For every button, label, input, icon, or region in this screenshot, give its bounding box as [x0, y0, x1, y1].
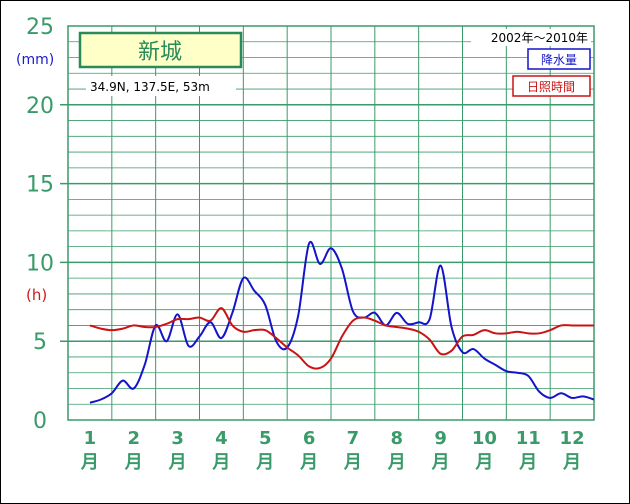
- series-line-sunshine: [89, 307, 594, 370]
- period-bg: [471, 29, 591, 46]
- legend-sunshine: 日照時間: [527, 80, 575, 94]
- location-coordinates: 34.9N, 137.5E, 53m: [90, 80, 210, 94]
- month-number-label: 7: [347, 428, 360, 449]
- month-number-label: 12: [560, 428, 585, 449]
- month-unit-label: 月: [124, 452, 143, 473]
- series-line-precipitation: [89, 240, 595, 404]
- legend-sunshine-box: [512, 75, 591, 97]
- month-unit-label: 月: [168, 452, 187, 473]
- month-number-label: 10: [472, 428, 497, 449]
- station-name: 新城: [138, 40, 182, 65]
- period-label: 2002年～2010年: [491, 31, 588, 45]
- y-tick-label: 15: [26, 173, 54, 198]
- y-axis-unit-mm: (mm): [16, 52, 54, 68]
- chart-series: [89, 240, 595, 404]
- month-number-label: 8: [390, 428, 403, 449]
- month-unit-label: 月: [299, 452, 318, 473]
- month-number-label: 4: [215, 428, 228, 449]
- legend-precipitation-box: [527, 48, 591, 70]
- x-axis-month-labels: 1 月 2 月 3 月 4 月 5 月 6 月 7 月 8 月 9 月 10 月 11 月 12 月: [80, 428, 585, 473]
- month-number-label: 11: [516, 428, 541, 449]
- y-tick-label: 10: [26, 251, 54, 276]
- month-unit-label: 月: [518, 452, 537, 473]
- month-number-label: 5: [259, 428, 272, 449]
- y-tick-label: 5: [33, 330, 47, 355]
- month-unit-label: 月: [387, 452, 406, 473]
- y-axis-tick-labels: 0 5 10 15 20 25: [26, 15, 54, 434]
- y-tick-label: 25: [26, 15, 54, 40]
- month-number-label: 6: [303, 428, 316, 449]
- month-unit-label: 月: [211, 452, 230, 473]
- legend: 降水量 日照時間: [512, 48, 591, 97]
- station-label: 新城: [78, 31, 243, 69]
- month-unit-label: 月: [255, 452, 274, 473]
- month-unit-label: 月: [431, 452, 450, 473]
- station-label-box: [78, 31, 243, 69]
- month-unit-label: 月: [474, 452, 493, 473]
- location-bg: [86, 76, 236, 96]
- month-unit-label: 月: [80, 452, 99, 473]
- month-unit-label: 月: [562, 452, 581, 473]
- y-tick-label: 0: [33, 409, 47, 434]
- y-tick-label: 20: [26, 94, 54, 119]
- month-number-label: 1: [84, 428, 97, 449]
- plot-area-border: [67, 25, 595, 421]
- month-number-label: 3: [171, 428, 184, 449]
- month-unit-label: 月: [343, 452, 362, 473]
- month-number-label: 2: [127, 428, 140, 449]
- y-axis-unit-h: (h): [26, 286, 47, 304]
- legend-precipitation: 降水量: [541, 53, 577, 67]
- month-number-label: 9: [434, 428, 447, 449]
